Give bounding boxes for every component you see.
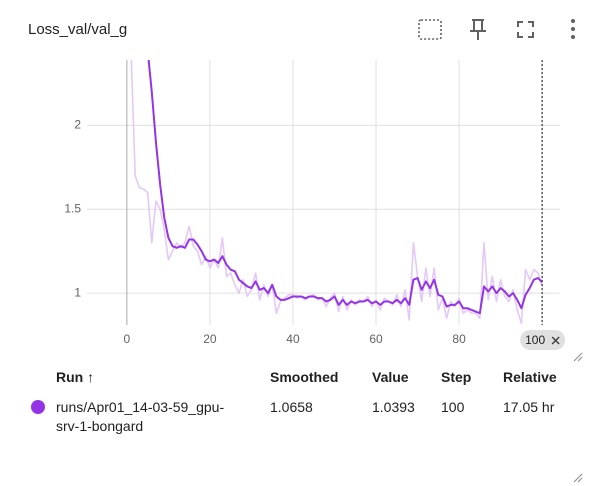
x-tick-label: 20	[203, 332, 217, 346]
card-title: Loss_val/val_g	[28, 21, 127, 38]
close-icon	[551, 336, 560, 345]
y-tick-label: 1	[74, 285, 81, 299]
run-value: 1.0658	[270, 399, 313, 415]
column-header: Run ↑	[56, 369, 95, 385]
smoothed-line	[147, 60, 543, 315]
run-color-dot[interactable]	[31, 400, 45, 414]
step-badge-label: 100	[525, 333, 545, 347]
plot	[130, 60, 543, 325]
run-name: runs/Apr01_14-03-59_gpu-srv-1-bongard	[56, 399, 225, 434]
resize-handle[interactable]	[573, 352, 583, 362]
fit-icon[interactable]	[418, 19, 442, 40]
resize-handle[interactable]	[573, 473, 583, 483]
fullscreen-icon[interactable]	[517, 21, 534, 38]
column-header: Value	[372, 369, 409, 385]
x-tick-label: 0	[124, 332, 131, 346]
grid: 11.520 20 40 60 80	[64, 60, 560, 346]
run-value: 1.0393	[372, 399, 415, 415]
raw-line	[130, 60, 543, 325]
x-tick-label: 40	[286, 332, 300, 346]
step-badge	[520, 330, 566, 350]
column-header: Step	[441, 369, 472, 385]
run-value: 100	[441, 399, 465, 415]
x-tick-label: 60	[369, 332, 383, 346]
column-header: Relative	[503, 369, 557, 385]
hover: 100	[520, 60, 566, 350]
y-tick-label: 2	[74, 118, 81, 132]
pin-icon[interactable]	[470, 19, 486, 40]
run-value: 17.05 hr	[503, 399, 555, 415]
column-header: Smoothed	[270, 369, 339, 385]
menu-icon[interactable]	[571, 19, 575, 39]
x-tick-label: 80	[452, 332, 466, 346]
y-tick-label: 1.5	[64, 201, 81, 215]
